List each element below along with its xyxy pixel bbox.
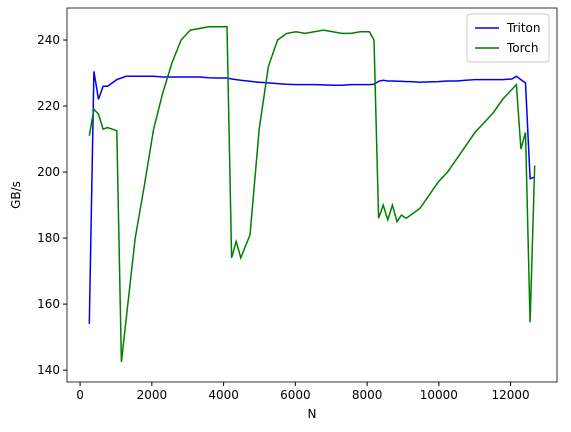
y-tick-label: 200 bbox=[37, 165, 60, 179]
data-line bbox=[88, 26, 536, 362]
x-tick-label: 4000 bbox=[208, 388, 239, 402]
x-tick-label: 8000 bbox=[352, 388, 383, 402]
legend-label: Torch bbox=[506, 41, 539, 55]
y-tick-label: 140 bbox=[37, 363, 60, 377]
x-tick-label: 0 bbox=[76, 388, 84, 402]
x-tick-label: 12000 bbox=[492, 388, 530, 402]
x-axis-label: N bbox=[308, 407, 317, 421]
x-tick-label: 2000 bbox=[137, 388, 168, 402]
y-tick-label: 220 bbox=[37, 99, 60, 113]
plot-frame bbox=[66, 7, 558, 383]
y-axis-label: GB/s bbox=[9, 181, 23, 209]
data-line bbox=[88, 71, 535, 324]
x-tick-label: 6000 bbox=[280, 388, 311, 402]
legend-box bbox=[466, 13, 550, 63]
y-tick-label: 180 bbox=[37, 231, 60, 245]
x-tick-label: 10000 bbox=[420, 388, 458, 402]
y-tick-label: 240 bbox=[37, 33, 60, 47]
legend-label: Triton bbox=[506, 21, 541, 35]
y-tick-label: 160 bbox=[37, 297, 60, 311]
